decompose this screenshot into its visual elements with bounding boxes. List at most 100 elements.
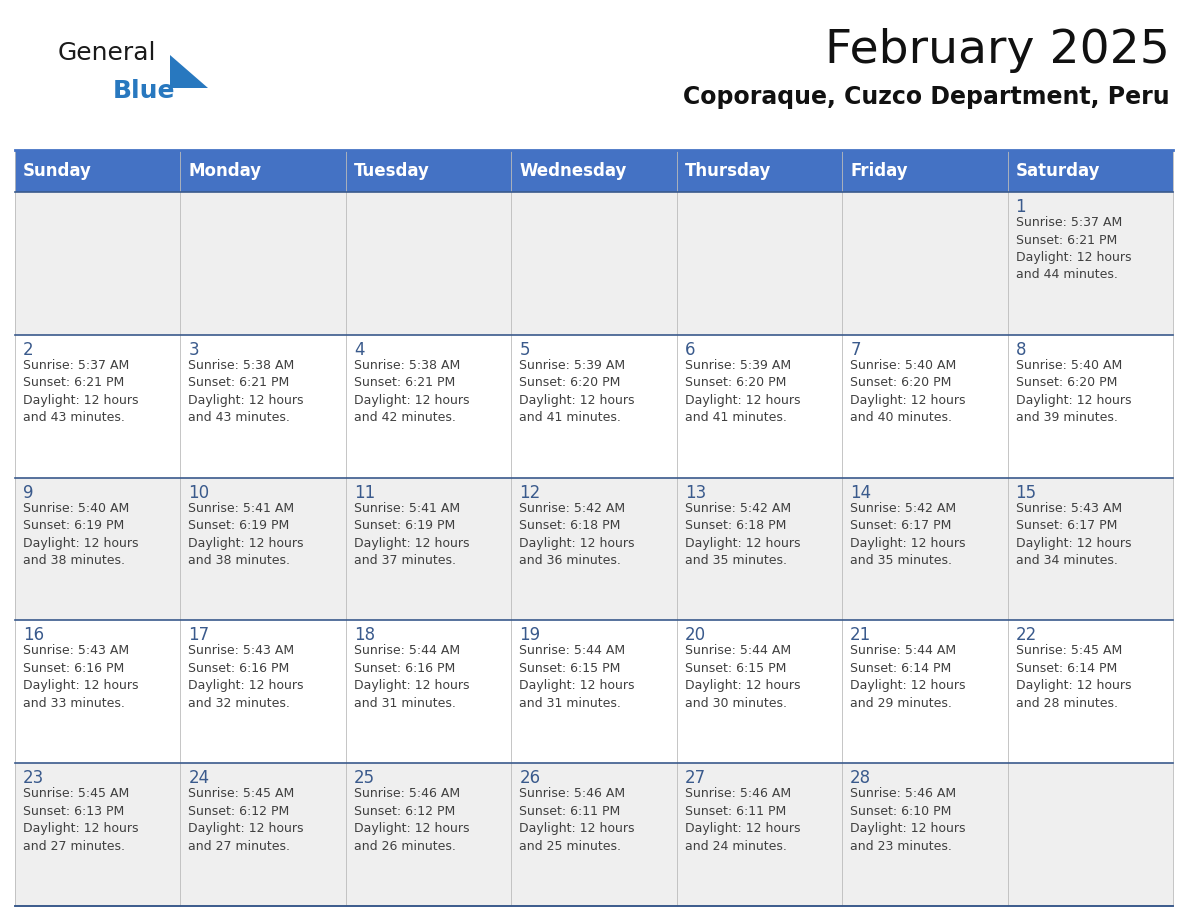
Text: 1: 1: [1016, 198, 1026, 216]
Bar: [346, 763, 511, 906]
Text: Sunrise: 5:39 AM
Sunset: 6:20 PM
Daylight: 12 hours
and 41 minutes.: Sunrise: 5:39 AM Sunset: 6:20 PM Dayligh…: [519, 359, 634, 424]
Text: Coporaque, Cuzco Department, Peru: Coporaque, Cuzco Department, Peru: [683, 85, 1170, 109]
Bar: [842, 763, 1007, 906]
Text: Sunrise: 5:44 AM
Sunset: 6:15 PM
Daylight: 12 hours
and 31 minutes.: Sunrise: 5:44 AM Sunset: 6:15 PM Dayligh…: [519, 644, 634, 710]
Bar: [677, 621, 842, 763]
Text: 19: 19: [519, 626, 541, 644]
Text: 25: 25: [354, 769, 375, 788]
Text: Sunrise: 5:45 AM
Sunset: 6:13 PM
Daylight: 12 hours
and 27 minutes.: Sunrise: 5:45 AM Sunset: 6:13 PM Dayligh…: [23, 788, 139, 853]
Text: Sunrise: 5:46 AM
Sunset: 6:11 PM
Daylight: 12 hours
and 24 minutes.: Sunrise: 5:46 AM Sunset: 6:11 PM Dayligh…: [684, 788, 801, 853]
Text: Sunrise: 5:42 AM
Sunset: 6:17 PM
Daylight: 12 hours
and 35 minutes.: Sunrise: 5:42 AM Sunset: 6:17 PM Dayligh…: [851, 501, 966, 567]
Bar: [346, 477, 511, 621]
Bar: [511, 150, 677, 192]
Text: Saturday: Saturday: [1016, 162, 1100, 180]
Text: 27: 27: [684, 769, 706, 788]
Bar: [677, 763, 842, 906]
Text: 13: 13: [684, 484, 706, 501]
Text: Sunrise: 5:41 AM
Sunset: 6:19 PM
Daylight: 12 hours
and 37 minutes.: Sunrise: 5:41 AM Sunset: 6:19 PM Dayligh…: [354, 501, 469, 567]
Text: Sunrise: 5:42 AM
Sunset: 6:18 PM
Daylight: 12 hours
and 35 minutes.: Sunrise: 5:42 AM Sunset: 6:18 PM Dayligh…: [684, 501, 801, 567]
Bar: [15, 192, 181, 335]
Text: 2: 2: [23, 341, 33, 359]
Bar: [677, 192, 842, 335]
Text: Tuesday: Tuesday: [354, 162, 430, 180]
Text: General: General: [58, 41, 157, 65]
Text: Sunrise: 5:37 AM
Sunset: 6:21 PM
Daylight: 12 hours
and 43 minutes.: Sunrise: 5:37 AM Sunset: 6:21 PM Dayligh…: [23, 359, 139, 424]
Bar: [346, 621, 511, 763]
Text: 11: 11: [354, 484, 375, 501]
Bar: [677, 150, 842, 192]
Text: 15: 15: [1016, 484, 1037, 501]
Text: Sunrise: 5:43 AM
Sunset: 6:16 PM
Daylight: 12 hours
and 32 minutes.: Sunrise: 5:43 AM Sunset: 6:16 PM Dayligh…: [189, 644, 304, 710]
Bar: [181, 192, 346, 335]
Text: 28: 28: [851, 769, 871, 788]
Text: 18: 18: [354, 626, 375, 644]
Text: 26: 26: [519, 769, 541, 788]
Text: 16: 16: [23, 626, 44, 644]
Bar: [181, 335, 346, 477]
Bar: [181, 150, 346, 192]
Text: Sunrise: 5:41 AM
Sunset: 6:19 PM
Daylight: 12 hours
and 38 minutes.: Sunrise: 5:41 AM Sunset: 6:19 PM Dayligh…: [189, 501, 304, 567]
Text: Sunrise: 5:46 AM
Sunset: 6:11 PM
Daylight: 12 hours
and 25 minutes.: Sunrise: 5:46 AM Sunset: 6:11 PM Dayligh…: [519, 788, 634, 853]
Bar: [346, 150, 511, 192]
Bar: [842, 335, 1007, 477]
Text: Sunrise: 5:43 AM
Sunset: 6:17 PM
Daylight: 12 hours
and 34 minutes.: Sunrise: 5:43 AM Sunset: 6:17 PM Dayligh…: [1016, 501, 1131, 567]
Text: 12: 12: [519, 484, 541, 501]
Text: 3: 3: [189, 341, 200, 359]
Text: Sunrise: 5:42 AM
Sunset: 6:18 PM
Daylight: 12 hours
and 36 minutes.: Sunrise: 5:42 AM Sunset: 6:18 PM Dayligh…: [519, 501, 634, 567]
Bar: [1007, 150, 1173, 192]
Bar: [1007, 192, 1173, 335]
Bar: [346, 335, 511, 477]
Text: 5: 5: [519, 341, 530, 359]
Bar: [842, 150, 1007, 192]
Text: 4: 4: [354, 341, 365, 359]
Bar: [1007, 621, 1173, 763]
Text: Sunrise: 5:40 AM
Sunset: 6:20 PM
Daylight: 12 hours
and 39 minutes.: Sunrise: 5:40 AM Sunset: 6:20 PM Dayligh…: [1016, 359, 1131, 424]
Bar: [511, 335, 677, 477]
Text: 9: 9: [23, 484, 33, 501]
Bar: [181, 763, 346, 906]
Text: Sunrise: 5:44 AM
Sunset: 6:14 PM
Daylight: 12 hours
and 29 minutes.: Sunrise: 5:44 AM Sunset: 6:14 PM Dayligh…: [851, 644, 966, 710]
Text: Sunrise: 5:43 AM
Sunset: 6:16 PM
Daylight: 12 hours
and 33 minutes.: Sunrise: 5:43 AM Sunset: 6:16 PM Dayligh…: [23, 644, 139, 710]
Text: Sunrise: 5:45 AM
Sunset: 6:14 PM
Daylight: 12 hours
and 28 minutes.: Sunrise: 5:45 AM Sunset: 6:14 PM Dayligh…: [1016, 644, 1131, 710]
Text: Thursday: Thursday: [684, 162, 771, 180]
Text: Sunrise: 5:38 AM
Sunset: 6:21 PM
Daylight: 12 hours
and 42 minutes.: Sunrise: 5:38 AM Sunset: 6:21 PM Dayligh…: [354, 359, 469, 424]
Text: 21: 21: [851, 626, 871, 644]
Polygon shape: [170, 55, 208, 88]
Bar: [842, 477, 1007, 621]
Text: 22: 22: [1016, 626, 1037, 644]
Text: Sunrise: 5:46 AM
Sunset: 6:10 PM
Daylight: 12 hours
and 23 minutes.: Sunrise: 5:46 AM Sunset: 6:10 PM Dayligh…: [851, 788, 966, 853]
Text: Blue: Blue: [113, 79, 176, 103]
Bar: [842, 192, 1007, 335]
Bar: [15, 150, 181, 192]
Bar: [15, 763, 181, 906]
Text: Sunrise: 5:38 AM
Sunset: 6:21 PM
Daylight: 12 hours
and 43 minutes.: Sunrise: 5:38 AM Sunset: 6:21 PM Dayligh…: [189, 359, 304, 424]
Bar: [15, 335, 181, 477]
Text: Sunrise: 5:40 AM
Sunset: 6:20 PM
Daylight: 12 hours
and 40 minutes.: Sunrise: 5:40 AM Sunset: 6:20 PM Dayligh…: [851, 359, 966, 424]
Text: Sunday: Sunday: [23, 162, 91, 180]
Bar: [15, 477, 181, 621]
Bar: [1007, 763, 1173, 906]
Text: 6: 6: [684, 341, 695, 359]
Text: 7: 7: [851, 341, 860, 359]
Bar: [15, 621, 181, 763]
Text: Sunrise: 5:44 AM
Sunset: 6:16 PM
Daylight: 12 hours
and 31 minutes.: Sunrise: 5:44 AM Sunset: 6:16 PM Dayligh…: [354, 644, 469, 710]
Text: Sunrise: 5:40 AM
Sunset: 6:19 PM
Daylight: 12 hours
and 38 minutes.: Sunrise: 5:40 AM Sunset: 6:19 PM Dayligh…: [23, 501, 139, 567]
Text: Sunrise: 5:37 AM
Sunset: 6:21 PM
Daylight: 12 hours
and 44 minutes.: Sunrise: 5:37 AM Sunset: 6:21 PM Dayligh…: [1016, 216, 1131, 282]
Text: 14: 14: [851, 484, 871, 501]
Bar: [181, 621, 346, 763]
Bar: [511, 621, 677, 763]
Text: Wednesday: Wednesday: [519, 162, 626, 180]
Bar: [1007, 335, 1173, 477]
Bar: [511, 763, 677, 906]
Text: 8: 8: [1016, 341, 1026, 359]
Text: Sunrise: 5:46 AM
Sunset: 6:12 PM
Daylight: 12 hours
and 26 minutes.: Sunrise: 5:46 AM Sunset: 6:12 PM Dayligh…: [354, 788, 469, 853]
Text: 17: 17: [189, 626, 209, 644]
Text: February 2025: February 2025: [826, 28, 1170, 73]
Bar: [842, 621, 1007, 763]
Text: Sunrise: 5:39 AM
Sunset: 6:20 PM
Daylight: 12 hours
and 41 minutes.: Sunrise: 5:39 AM Sunset: 6:20 PM Dayligh…: [684, 359, 801, 424]
Bar: [1007, 477, 1173, 621]
Text: Sunrise: 5:44 AM
Sunset: 6:15 PM
Daylight: 12 hours
and 30 minutes.: Sunrise: 5:44 AM Sunset: 6:15 PM Dayligh…: [684, 644, 801, 710]
Text: 10: 10: [189, 484, 209, 501]
Text: 24: 24: [189, 769, 209, 788]
Bar: [511, 192, 677, 335]
